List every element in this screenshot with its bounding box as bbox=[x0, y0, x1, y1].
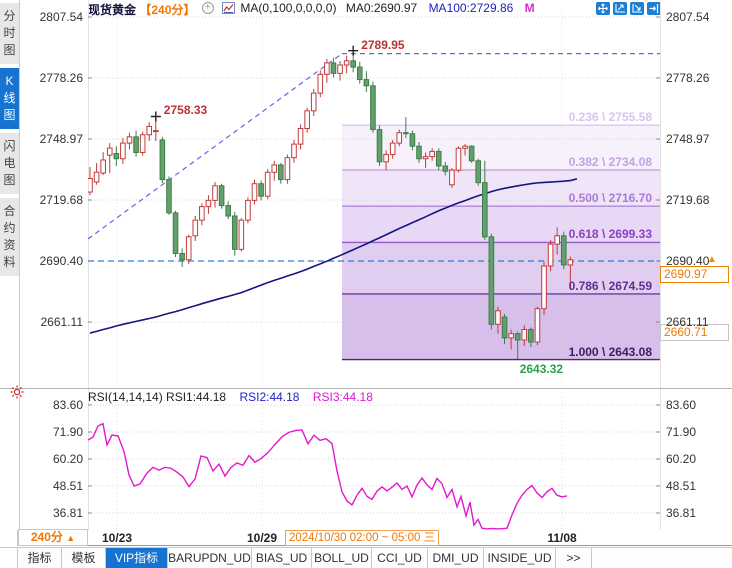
date-tick-label: 10/29 bbox=[246, 531, 278, 545]
plot-right-frame bbox=[660, 0, 661, 530]
date-tick-label: 10/23 bbox=[101, 531, 133, 545]
rsi-axis-label-left: 36.81 bbox=[52, 505, 83, 520]
tab-6[interactable]: CCI_UD bbox=[372, 548, 428, 568]
price-axis-label-left: 2661.11 bbox=[40, 314, 84, 329]
tab-1[interactable]: 模板 bbox=[62, 548, 106, 568]
add-indicator-icon[interactable]: + bbox=[201, 2, 214, 14]
fib-level-label: 1.000 \ 2643.08 bbox=[568, 344, 652, 359]
rsi2-value: RSI2:44.18 bbox=[239, 390, 300, 404]
symbol-label: 现货黄金 bbox=[88, 3, 137, 17]
sidebar-item-2[interactable]: 闪电图 bbox=[0, 133, 19, 194]
fib-level-label: 0.236 \ 2755.58 bbox=[568, 110, 652, 125]
selected-period-label: 2024/10/30 02:00 ~ 05:00 三 bbox=[285, 530, 440, 546]
rsi-axis-label-right: 83.60 bbox=[666, 398, 697, 412]
move-tool-icon[interactable] bbox=[596, 2, 610, 15]
price-axis-label-left: 2719.68 bbox=[39, 193, 83, 207]
sidebar: 分时图 K线图闪电图合约资料 bbox=[0, 0, 20, 546]
price-axis-label-right: 2719.68 bbox=[666, 193, 710, 207]
sidebar-item-0[interactable]: 分时图 bbox=[0, 3, 19, 64]
period-label: 【240分】 bbox=[139, 3, 196, 17]
price-axis-label-right: 2661.11 bbox=[666, 314, 709, 329]
ma-settings-label: MA(0,100,0,0,0,0) bbox=[240, 1, 337, 15]
price-axis-label-left: 2690.40 bbox=[39, 253, 83, 268]
tab-4[interactable]: BIAS_UD bbox=[252, 548, 312, 568]
tabs-overflow-button[interactable]: >> bbox=[556, 548, 592, 568]
chart-type-icon[interactable] bbox=[222, 2, 236, 14]
corner-cell bbox=[0, 530, 18, 546]
rsi-axis-label-right: 48.51 bbox=[666, 478, 697, 493]
rsi-axis-label-left: 71.90 bbox=[52, 425, 83, 439]
ma0-value: MA0:2690.97 bbox=[345, 1, 418, 15]
period-selector-button[interactable]: 240分 ▲ bbox=[18, 529, 88, 546]
secondary-price-badge: 2660.71 bbox=[660, 323, 729, 341]
fib-level-label: 0.382 \ 2734.08 bbox=[568, 155, 652, 169]
tab-2[interactable]: VIP指标 bbox=[106, 548, 168, 568]
sidebar-item-1[interactable]: K线图 bbox=[0, 68, 19, 129]
m-label: M bbox=[524, 1, 535, 15]
tab-0[interactable]: 指标 bbox=[18, 548, 62, 568]
plot-left-frame bbox=[88, 0, 89, 530]
chart-toolbar bbox=[596, 2, 661, 16]
fib-level-label: 0.618 \ 2699.33 bbox=[568, 227, 652, 242]
last-price-badge: 2690.97 bbox=[660, 265, 729, 283]
rsi-line bbox=[88, 422, 568, 530]
rsi-axis-label-left: 83.60 bbox=[52, 398, 83, 412]
price-axis-label-right: 2748.97 bbox=[666, 131, 710, 146]
period-selector-label: 240分 bbox=[30, 530, 63, 544]
swing-price-label: 2758.33 bbox=[163, 103, 208, 118]
fib-zone bbox=[342, 125, 660, 360]
fib-level-label: 0.786 \ 2674.59 bbox=[568, 278, 652, 293]
price-axis-label-right: 2778.26 bbox=[666, 70, 710, 85]
rsi-axis-label-left: 60.20 bbox=[52, 452, 83, 466]
low-price-label: 2643.32 bbox=[519, 362, 564, 377]
tab-5[interactable]: BOLL_UD bbox=[312, 548, 372, 568]
fib-level-label: 0.500 \ 2716.70 bbox=[568, 191, 652, 206]
ma100-line bbox=[89, 178, 578, 334]
date-tick-label: 11/08 bbox=[547, 531, 577, 545]
collapse-right-icon[interactable] bbox=[647, 2, 661, 15]
swing-price-label: 2789.95 bbox=[361, 37, 405, 52]
price-axis-label-left: 2748.97 bbox=[39, 131, 83, 146]
axis-zoom-icon[interactable] bbox=[613, 2, 627, 15]
axis-scale-icon[interactable] bbox=[630, 2, 644, 15]
panel-divider bbox=[0, 388, 732, 389]
rsi-axis-label-right: 36.81 bbox=[666, 505, 697, 520]
price-axis-label-left: 2778.26 bbox=[39, 70, 83, 85]
indicator-tabbar: 指标 模板 VIP指标 BARUPDN_UD BIAS_UD BOLL_UD CCI_UD D… bbox=[0, 547, 732, 568]
tabbar-corner-cell bbox=[0, 548, 18, 568]
period-up-arrow-icon: ▲ bbox=[66, 533, 76, 543]
trendline bbox=[88, 53, 660, 240]
rsi3-value: RSI3:44.18 bbox=[312, 390, 373, 404]
high-low-cross-markers bbox=[150, 45, 359, 122]
rsi-axis-label-left: 48.51 bbox=[52, 478, 83, 493]
rsi-header: RSI(14,14,14) RSI1:44.18 RSI2:44.18 RSI3… bbox=[88, 390, 373, 404]
rsi-gridlines bbox=[88, 388, 660, 530]
candles-layer bbox=[88, 53, 574, 360]
rsi-axis-label-right: 71.90 bbox=[666, 425, 697, 439]
rsi-plot[interactable] bbox=[88, 388, 660, 530]
price-axis-label-right: 2807.54 bbox=[666, 10, 710, 24]
rsi-axis-label-right: 60.20 bbox=[666, 452, 697, 466]
chart-header: 现货黄金 【240分】 + MA(0,100,0,0,0,0) MA0:2690… bbox=[88, 1, 535, 17]
price-up-arrow-icon: ▲ bbox=[707, 253, 717, 265]
tab-8[interactable]: INSIDE_UD bbox=[484, 548, 556, 568]
price-axis-label-left: 2807.54 bbox=[39, 10, 83, 24]
sidebar-item-3[interactable]: 合约资料 bbox=[0, 198, 19, 276]
rsi1-value: RSI(14,14,14) RSI1:44.18 bbox=[88, 390, 227, 404]
fib-lines bbox=[342, 124, 660, 361]
price-axis-label-right: 2690.40 bbox=[666, 253, 710, 268]
tab-7[interactable]: DMI_UD bbox=[428, 548, 484, 568]
ma100-value: MA100:2729.86 bbox=[428, 1, 514, 15]
tab-3[interactable]: BARUPDN_UD bbox=[168, 548, 252, 568]
main-chart-plot[interactable] bbox=[88, 0, 660, 388]
